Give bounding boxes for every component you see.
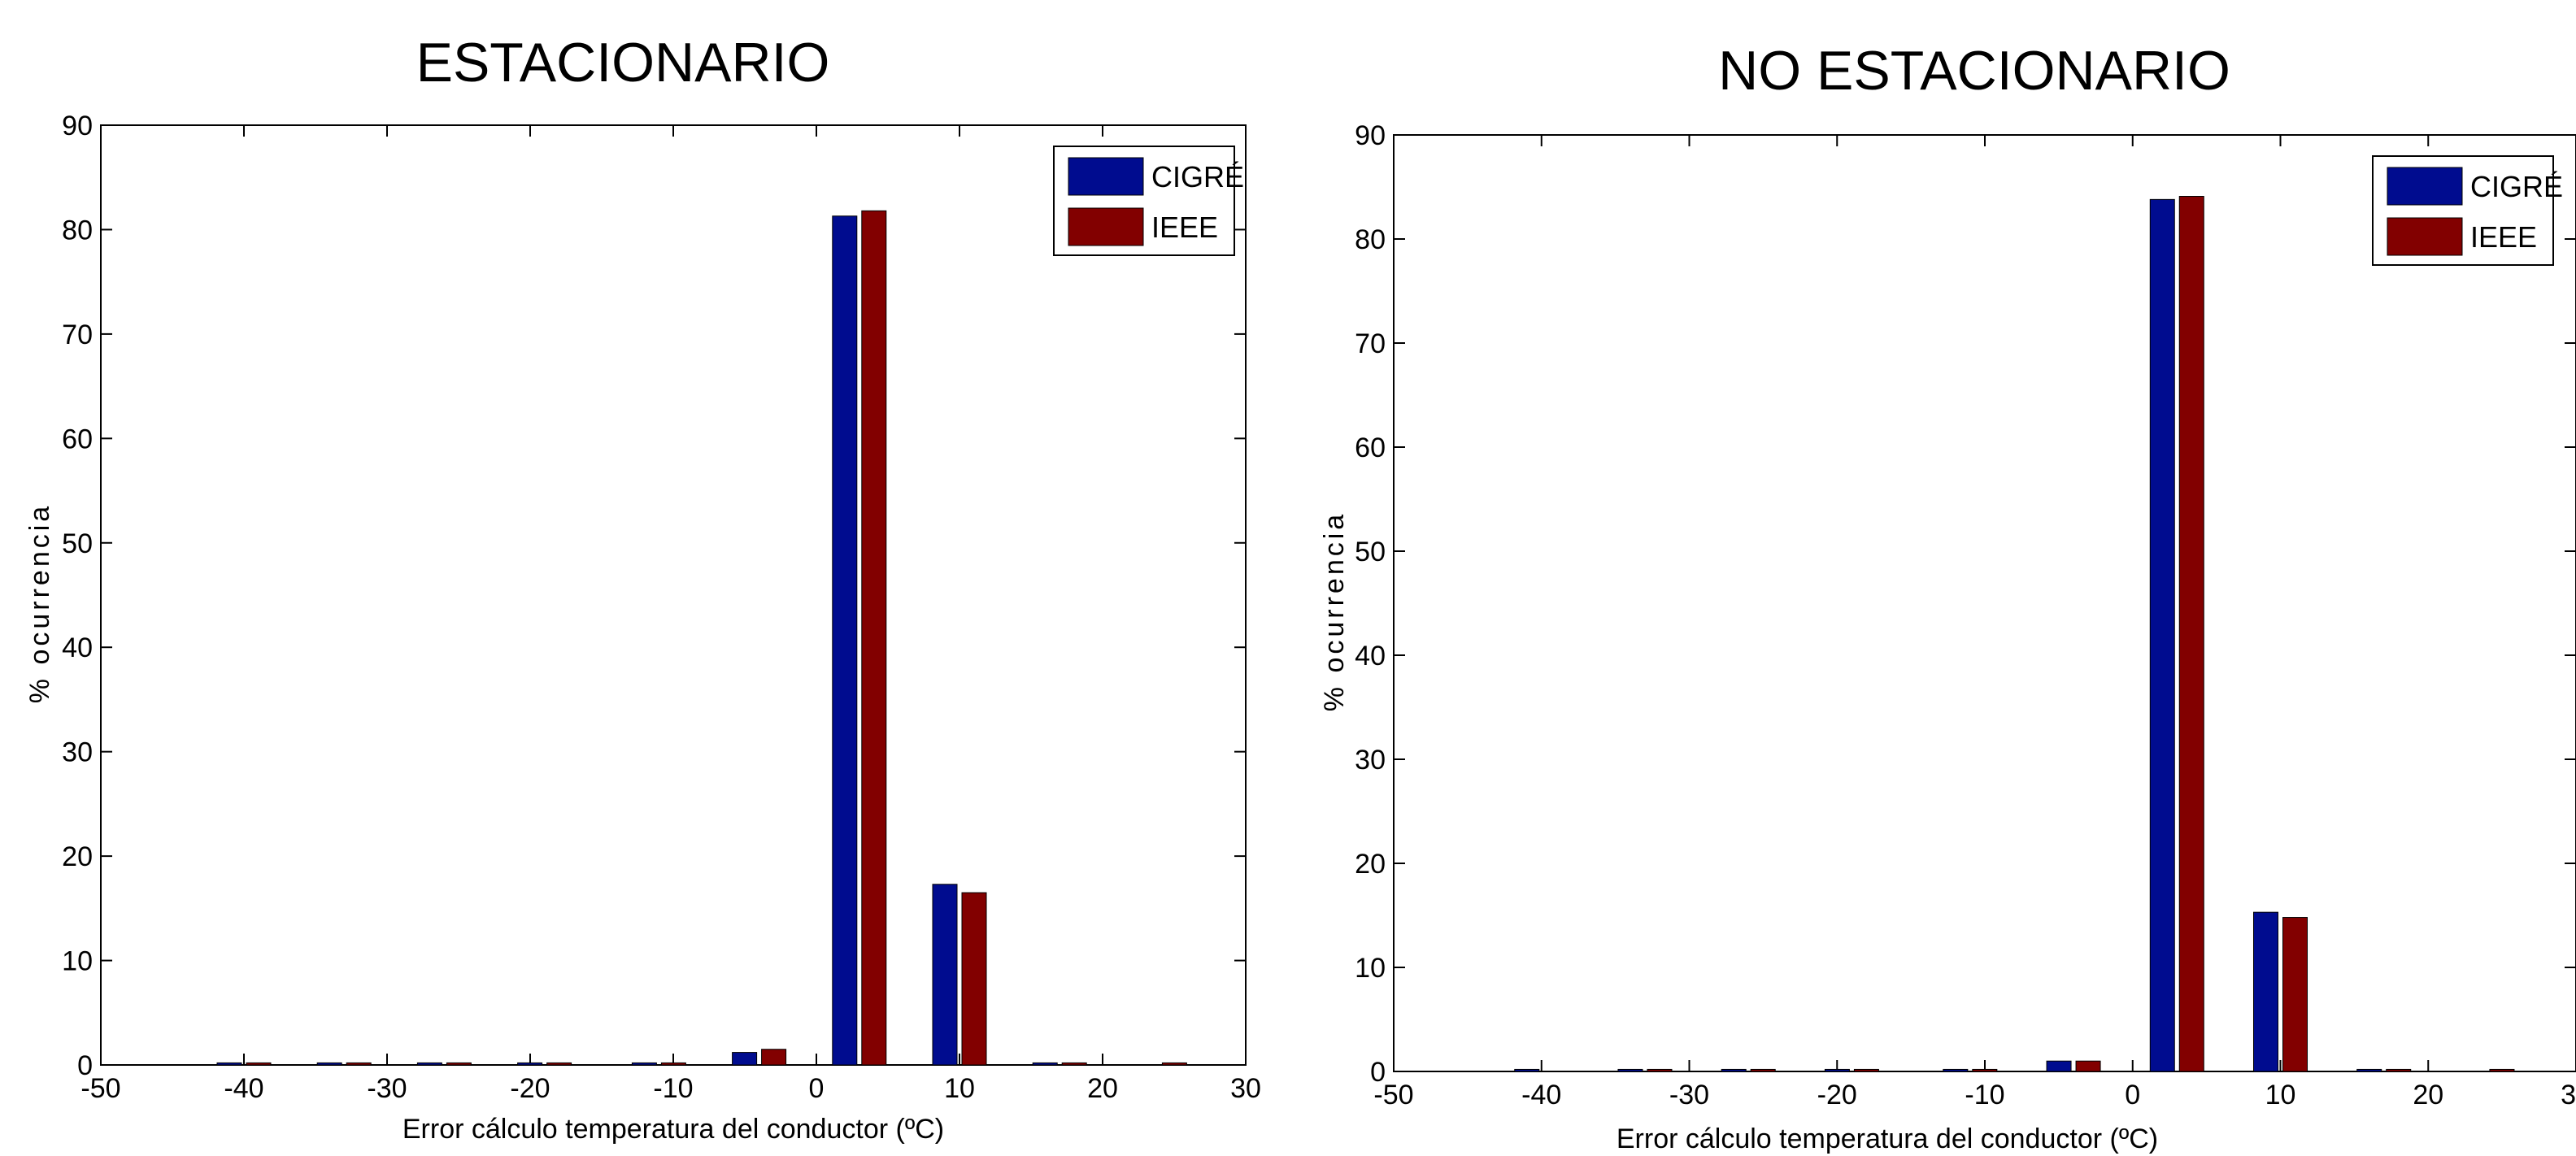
legend: CIGRÉ IEEE [2372,155,2563,266]
y-tick-label: 90 [62,111,93,141]
legend-swatch [2387,167,2463,206]
x-tick-label: 10 [2265,1080,2296,1110]
x-tick-label: -40 [224,1073,263,1104]
bar-cigre [1617,1068,1643,1072]
bar-ieee [1972,1068,1998,1072]
bar-ieee [1853,1068,1879,1072]
y-tick-label: 80 [62,215,93,246]
bar-ieee [446,1062,472,1066]
y-axis-label: % ocurrencia [24,503,55,703]
y-tick-label: 70 [1355,328,1386,359]
x-axis-label: Error cálculo temperatura del conductor … [1617,1123,2158,1154]
y-tick-label: 50 [62,528,93,559]
x-tick-label: 20 [1087,1073,1118,1104]
y-tick-label: 30 [1355,745,1386,776]
bar-cigre [631,1062,657,1066]
y-tick-label: 0 [77,1050,93,1081]
legend-swatch [1068,207,1144,246]
x-tick-label: 30 [1230,1073,1261,1104]
y-tick-label: 50 [1355,537,1386,567]
bar-cigre [1514,1068,1540,1072]
legend-swatch [2387,217,2463,256]
bar-ieee [1647,1068,1673,1072]
bar-cigre [2356,1068,2382,1072]
y-tick-label: 20 [1355,849,1386,880]
x-tick-label: 20 [2413,1080,2443,1110]
legend-label: IEEE [1151,211,1218,244]
y-tick-label: 80 [1355,224,1386,255]
y-tick-label: 40 [62,632,93,663]
chart-panel-1: ESTACIONARIO -50 -40 -30 -20 -10 0 10 20 30 0 10 20 3… [24,32,1261,1145]
bar-cigre [732,1052,758,1066]
y-tick-label: 10 [62,946,93,977]
bar-cigre [517,1062,543,1066]
plot-area-frame [100,124,1247,1066]
bar-ieee [1161,1062,1187,1066]
bar-ieee [1750,1068,1776,1072]
y-tick-label: 10 [1355,953,1386,984]
x-tick-label: -20 [1817,1080,1857,1110]
y-tick-label: 20 [62,841,93,872]
bar-ieee [346,1062,372,1066]
bar-ieee [660,1062,686,1066]
x-tick-label: -30 [1669,1080,1709,1110]
bar-ieee [2489,1068,2515,1072]
y-tick-label: 70 [62,319,93,350]
bar-ieee [761,1049,787,1066]
bar-ieee [2282,917,2308,1072]
legend: CIGRÉ IEEE [1053,146,1244,256]
bar-cigre [2149,198,2175,1072]
bar-cigre [216,1062,242,1066]
bar-ieee [246,1062,272,1066]
y-tick-label: 60 [62,424,93,454]
bar-ieee [2178,196,2204,1072]
chart-title: NO ESTACIONARIO [1718,40,2230,102]
bar-cigre [2253,911,2278,1072]
x-axis-label: Error cálculo temperatura del conductor … [402,1114,944,1145]
bar-ieee [546,1062,572,1066]
bar-cigre [1721,1068,1747,1072]
bar-ieee [2386,1068,2412,1072]
plot-area-frame [1393,134,2576,1072]
bar-ieee [861,210,887,1066]
x-tick-label: -50 [1373,1080,1413,1110]
y-tick-label: 40 [1355,641,1386,671]
y-tick-label: 90 [1355,120,1386,151]
bar-ieee [2075,1060,2101,1072]
x-tick-label: -40 [1521,1080,1561,1110]
bar-cigre [1032,1062,1058,1066]
bar-ieee [961,892,987,1066]
bar-cigre [2046,1060,2072,1072]
legend-label: IEEE [2470,220,2537,254]
chart-title: ESTACIONARIO [416,32,830,93]
y-tick-label: 60 [1355,432,1386,463]
x-tick-label: 10 [944,1073,975,1104]
x-tick-label: -50 [80,1073,120,1104]
y-axis-label: % ocurrencia [1319,511,1350,711]
legend-label: CIGRÉ [2470,170,2563,203]
y-tick-label: 30 [62,737,93,768]
x-tick-label: 0 [809,1073,825,1104]
bar-cigre [932,884,958,1066]
bar-cigre [416,1062,442,1066]
x-tick-label: -20 [510,1073,550,1104]
x-tick-label: 30 [2561,1080,2576,1110]
x-tick-label: -30 [367,1073,407,1104]
legend-swatch [1068,157,1144,196]
legend-label: CIGRÉ [1151,160,1244,193]
bar-cigre [316,1062,342,1066]
bar-cigre [832,215,858,1066]
x-tick-label: -10 [653,1073,693,1104]
y-tick-label: 0 [1370,1057,1386,1088]
chart-panel-2: NO ESTACIONARIO -50 -40 -30 -20 -10 0 10 20 30 0 10… [1319,40,2576,1154]
x-tick-label: 0 [2125,1080,2140,1110]
bar-cigre [1824,1068,1850,1072]
bar-ieee [1061,1062,1087,1066]
bar-cigre [1943,1068,1969,1072]
x-tick-label: -10 [1965,1080,2004,1110]
